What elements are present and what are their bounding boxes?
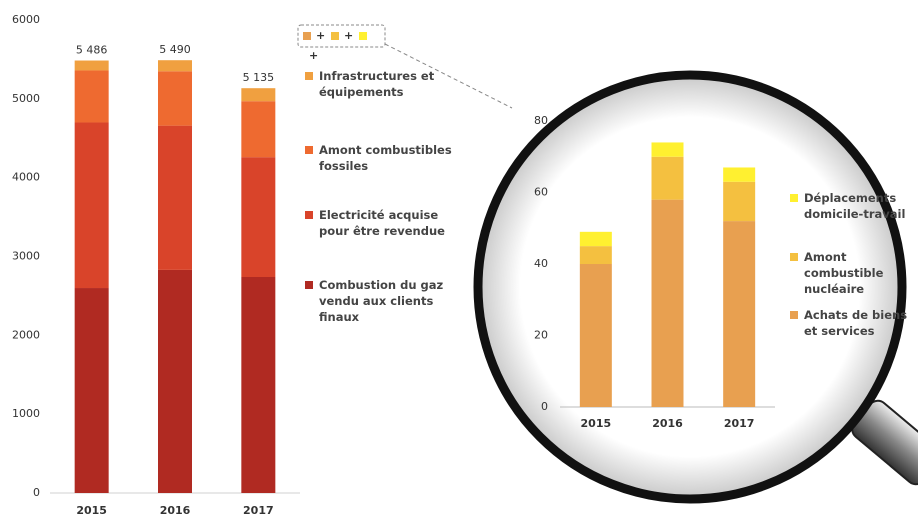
- legend-swatch: [305, 72, 313, 80]
- bar-segment: [158, 71, 192, 126]
- total-label: 5 490: [159, 43, 191, 56]
- y-tick-label: 20: [534, 329, 548, 342]
- x-tick-label: 2017: [724, 417, 755, 430]
- legend-label: Amont combustibles fossiles: [319, 143, 452, 173]
- y-tick-label: 40: [534, 257, 548, 270]
- bar-segment: [74, 70, 109, 123]
- bar-segment: [74, 288, 109, 493]
- bar-segment: [579, 246, 612, 264]
- y-tick-label: 4000: [12, 171, 40, 184]
- x-tick-label: 2016: [652, 417, 683, 430]
- y-tick-label: 5000: [12, 92, 40, 105]
- legend-swatch: [790, 311, 798, 319]
- y-tick-label: 80: [534, 114, 548, 127]
- connector-plus: +: [344, 29, 353, 42]
- bar-segment: [241, 101, 276, 158]
- bar-segment: [241, 88, 276, 102]
- y-tick-label: 3000: [12, 250, 40, 263]
- y-tick-label: 6000: [12, 13, 40, 26]
- legend-label: Combustion du gaz vendu aux clients fina…: [319, 278, 444, 324]
- y-tick-label: 0: [541, 400, 548, 413]
- bar-segment: [74, 122, 109, 289]
- y-tick-label: 2000: [12, 328, 40, 341]
- x-tick-label: 2016: [160, 504, 191, 517]
- legend-swatch: [305, 211, 313, 219]
- connector-plus: +: [309, 49, 318, 62]
- bar-segment: [723, 181, 756, 222]
- bar-segment: [579, 264, 612, 407]
- x-tick-label: 2015: [76, 504, 107, 517]
- total-label: 5 135: [243, 71, 275, 84]
- y-tick-label: 0: [33, 486, 40, 499]
- bar-segment: [723, 221, 756, 407]
- connector-box: [297, 24, 386, 48]
- connector-swatch: [331, 32, 339, 40]
- total-label: 5 486: [76, 44, 108, 57]
- bar-segment: [158, 60, 192, 72]
- legend-label: Amont combustible nucléaire: [804, 250, 884, 296]
- legend-label: Infrastructures et équipements: [319, 69, 435, 99]
- bar-segment: [651, 199, 684, 407]
- connector-plus: +: [316, 29, 325, 42]
- y-tick-label: 60: [534, 186, 548, 199]
- bar-segment: [651, 156, 684, 200]
- legend-swatch: [305, 146, 313, 154]
- bar-segment: [158, 269, 192, 493]
- bar-segment: [241, 276, 276, 493]
- legend-swatch: [790, 194, 798, 202]
- connector-swatch: [303, 32, 311, 40]
- bar-segment: [241, 157, 276, 277]
- x-tick-label: 2015: [581, 417, 612, 430]
- bar-segment: [74, 60, 109, 71]
- legend-swatch: [790, 253, 798, 261]
- bar-segment: [579, 231, 612, 247]
- bar-segment: [158, 125, 192, 270]
- legend-swatch: [305, 281, 313, 289]
- connector-line: [384, 43, 513, 109]
- y-tick-label: 1000: [12, 407, 40, 420]
- x-tick-label: 2017: [243, 504, 274, 517]
- legend-label: Achats de biens et services: [804, 308, 908, 338]
- bar-segment: [723, 167, 756, 182]
- legend-label: Déplacements domicile-travail: [804, 191, 906, 221]
- bar-segment: [651, 142, 684, 157]
- legend-label: Electricité acquise pour être revendue: [319, 208, 445, 238]
- connector-swatch: [359, 32, 367, 40]
